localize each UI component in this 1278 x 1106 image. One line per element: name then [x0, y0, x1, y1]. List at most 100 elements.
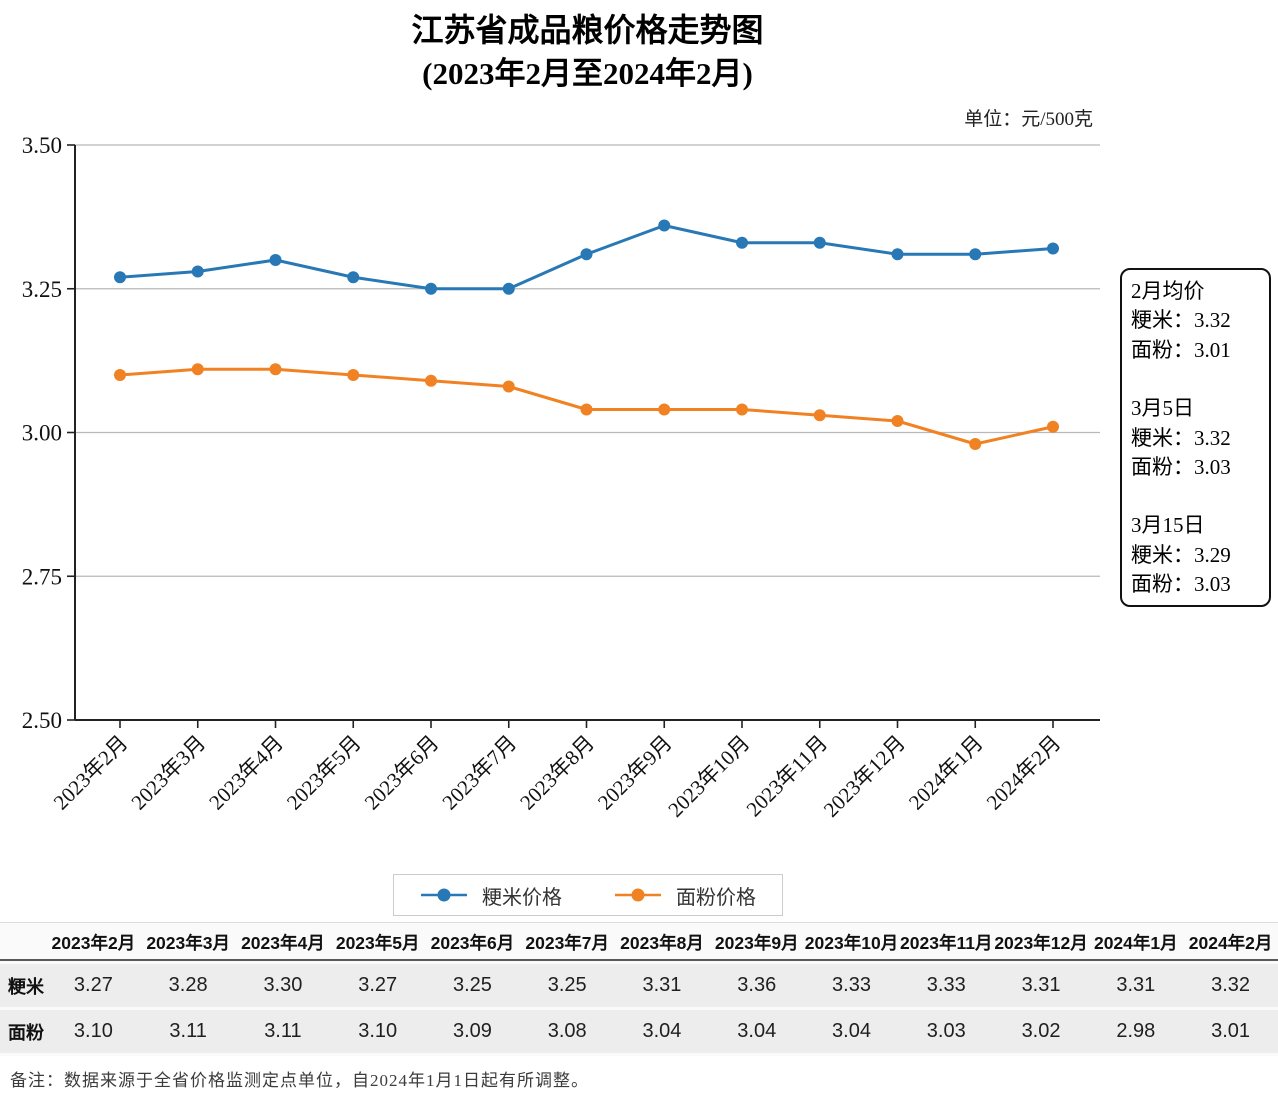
table-cell: 3.01	[1183, 1010, 1278, 1053]
table-cell: 3.30	[235, 964, 331, 1007]
table-column-header: 2024年2月	[1183, 926, 1278, 961]
table-row: 粳米 3.27 3.28 3.30 3.27 3.25 3.25 3.31 3.36 3.33 3.…	[0, 964, 1278, 1007]
table-cell: 3.33	[804, 964, 899, 1007]
footnote: 备注：数据来源于全省价格监测定点单位，自2024年1月1日起有所调整。	[10, 1071, 589, 1090]
data-point-0-7	[658, 219, 671, 232]
table-column-header: 2024年1月	[1088, 926, 1184, 961]
table-cell: 3.10	[330, 1010, 426, 1053]
annotation-group-feb-average: 2月均价 粳米：3.32 面粉：3.01	[1131, 277, 1269, 365]
table-cell: 3.25	[519, 964, 615, 1007]
data-point-1-12	[1047, 420, 1059, 433]
table-cell: 3.04	[614, 1010, 710, 1053]
table-header-row: 2023年2月 2023年3月 2023年4月 2023年5月 2023年6月 2023年…	[0, 926, 1278, 961]
rice-line-marker-icon	[421, 888, 467, 902]
table-cell: 3.10	[46, 1010, 141, 1053]
x-tick-label: 2023年9月	[593, 731, 677, 815]
y-tick-label: 3.50	[22, 133, 62, 158]
data-point-1-0	[114, 369, 126, 381]
table-cell: 3.32	[1183, 964, 1278, 1007]
data-point-1-7	[658, 403, 671, 416]
data-point-0-3	[347, 271, 360, 284]
annotation-line: 粳米：3.29	[1131, 542, 1231, 567]
table-cell: 3.11	[235, 1010, 331, 1053]
data-point-0-0	[114, 271, 126, 284]
data-point-1-3	[347, 369, 360, 381]
data-point-1-2	[269, 363, 282, 376]
x-tick-label: 2023年5月	[282, 731, 366, 815]
data-point-1-5	[502, 380, 515, 393]
data-point-0-4	[425, 282, 437, 295]
data-point-1-11	[969, 438, 982, 450]
data-point-1-4	[425, 374, 437, 387]
data-point-1-9	[813, 409, 826, 422]
data-point-0-11	[969, 248, 982, 261]
table-row-label: 面粉	[0, 1010, 46, 1053]
table-cell: 3.02	[993, 1010, 1089, 1053]
table-row: 面粉 3.10 3.11 3.11 3.10 3.09 3.08 3.04 3.04 3.04 3.…	[0, 1010, 1278, 1053]
data-point-0-5	[502, 282, 515, 295]
data-point-1-8	[736, 403, 748, 416]
data-point-0-8	[736, 236, 748, 249]
legend-item-rice: 粳米价格	[420, 881, 562, 910]
table-cell: 3.08	[519, 1010, 615, 1053]
annotation-line: 面粉：3.01	[1131, 337, 1231, 362]
table-cell: 3.09	[425, 1010, 520, 1053]
table-row-label: 粳米	[0, 964, 46, 1007]
data-point-0-2	[269, 254, 282, 266]
table-cell: 3.25	[425, 964, 520, 1007]
data-point-1-6	[580, 403, 593, 416]
table-column-header: 2023年10月	[804, 926, 899, 961]
x-tick-label: 2024年2月	[982, 731, 1066, 815]
table-cell: 3.36	[709, 964, 805, 1007]
chart-title: 江苏省成品粮价格走势图	[411, 12, 764, 48]
data-point-0-9	[813, 236, 826, 249]
x-tick-label: 2023年12月	[819, 731, 910, 822]
annotation-line: 粳米：3.32	[1131, 308, 1231, 333]
table-column-header: 2023年3月	[140, 926, 236, 961]
table-corner-cell	[0, 926, 46, 961]
annotation-group-title: 3月15日	[1131, 513, 1205, 538]
x-tick-label: 2023年2月	[49, 731, 133, 815]
x-tick-label: 2023年3月	[126, 731, 210, 815]
data-point-0-12	[1047, 242, 1059, 255]
table-column-header: 2023年12月	[993, 926, 1089, 961]
legend: 粳米价格 面粉价格	[393, 874, 783, 916]
annotation-group-mar-5: 3月5日 粳米：3.32 面粉：3.03	[1131, 394, 1269, 482]
table-cell: 3.04	[709, 1010, 805, 1053]
table-cell: 3.03	[898, 1010, 994, 1053]
x-tick-label: 2024年1月	[904, 731, 988, 815]
x-tick-label: 2023年7月	[437, 731, 521, 815]
flour-line-marker-icon	[615, 888, 661, 902]
annotation-line: 粳米：3.32	[1131, 425, 1231, 450]
table-cell: 3.04	[804, 1010, 899, 1053]
data-point-0-1	[191, 265, 204, 278]
table-cell: 3.27	[330, 964, 426, 1007]
table-cell: 3.27	[46, 964, 141, 1007]
price-table: 2023年2月 2023年3月 2023年4月 2023年5月 2023年6月 2023年…	[0, 922, 1278, 1056]
legend-dot-swatch	[437, 888, 451, 902]
table-column-header: 2023年4月	[235, 926, 331, 961]
table-column-header: 2023年7月	[519, 926, 615, 961]
table-cell: 3.31	[993, 964, 1089, 1007]
table-column-header: 2023年8月	[614, 926, 710, 961]
unit-label: 单位：元/500克	[964, 109, 1093, 130]
table-column-header: 2023年5月	[330, 926, 426, 961]
x-tick-label: 2023年4月	[204, 731, 288, 815]
y-tick-label: 3.25	[22, 277, 62, 302]
annotation-group-title: 3月5日	[1131, 396, 1194, 421]
line-chart: 2.50 2.75 3.00 3.25 3.50 2023年2月2023年3月2023年4…	[22, 133, 1100, 822]
annotation-box: 2月均价 粳米：3.32 面粉：3.01 3月5日 粳米：3.32 面粉：3.0…	[1120, 268, 1271, 607]
data-point-0-6	[580, 248, 593, 261]
table-cell: 3.31	[614, 964, 710, 1007]
annotation-line: 面粉：3.03	[1131, 455, 1231, 480]
table-cell: 2.98	[1088, 1010, 1184, 1053]
y-tick-label: 2.50	[22, 708, 62, 733]
annotation-line: 面粉：3.03	[1131, 572, 1231, 597]
annotation-group-mar-15: 3月15日 粳米：3.29 面粉：3.03	[1131, 511, 1269, 599]
legend-dot-swatch	[631, 888, 645, 902]
table-column-header: 2023年9月	[709, 926, 805, 961]
table-cell: 3.11	[140, 1010, 236, 1053]
y-tick-label: 3.00	[22, 421, 62, 446]
data-point-1-10	[891, 415, 904, 427]
